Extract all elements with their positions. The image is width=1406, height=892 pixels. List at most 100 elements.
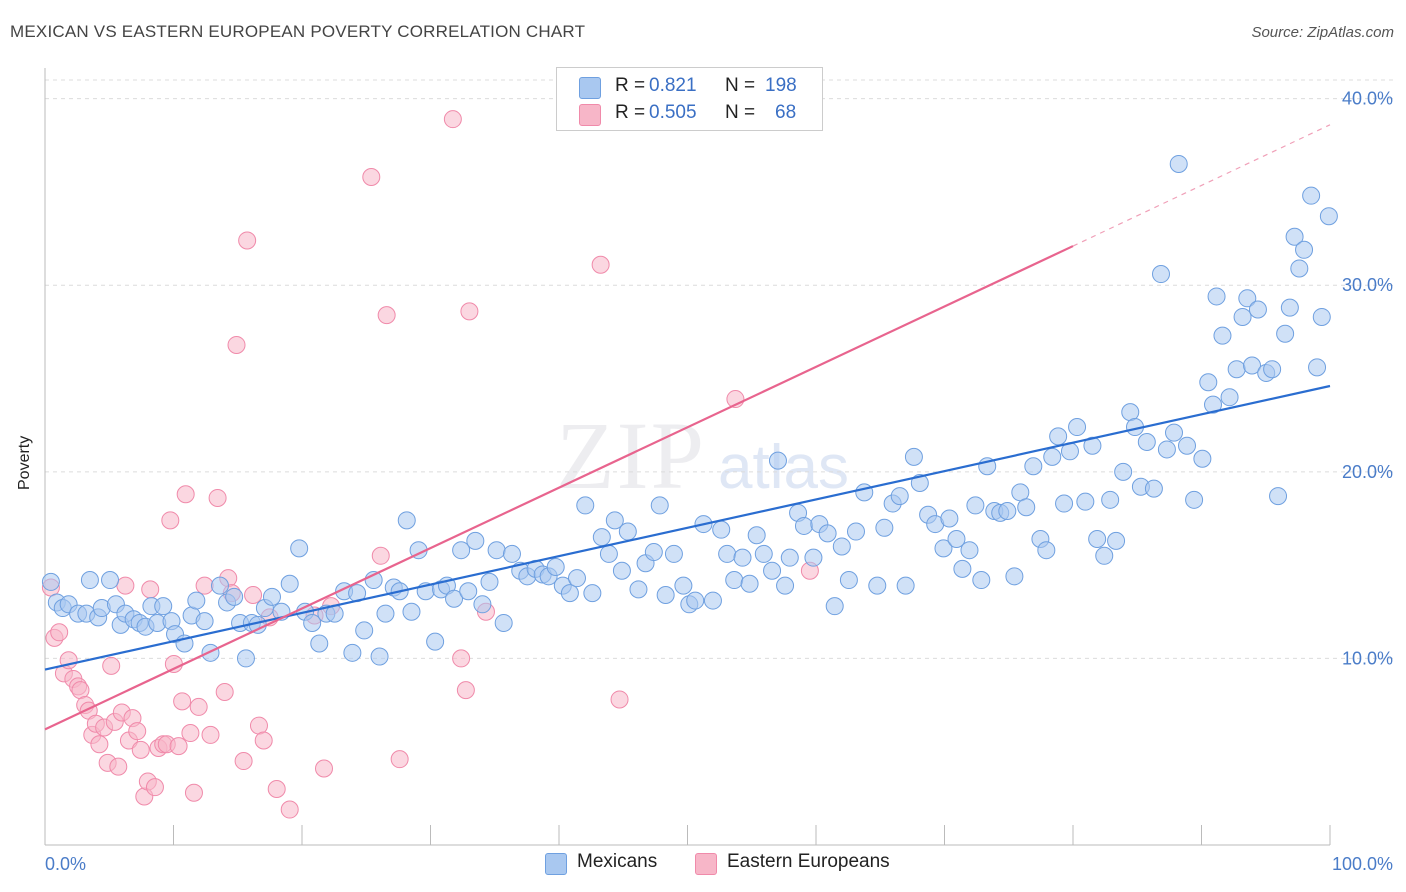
eastern-europeans-point	[141, 580, 160, 599]
mexicans-point	[290, 539, 309, 558]
r-label: R =	[615, 75, 646, 96]
mexicans-point	[1207, 287, 1226, 306]
mexicans-point	[1285, 227, 1304, 246]
mexicans-point	[599, 544, 618, 563]
tick-labels: 10.0% 20.0% 30.0% 40.0% 0.0% 100.0%	[45, 89, 1393, 874]
axes	[44, 68, 1331, 846]
legend-label: Mexicans	[577, 851, 658, 872]
eastern-europeans-point	[249, 716, 268, 735]
mexicans-point	[262, 587, 281, 606]
mexicans-point	[560, 584, 579, 603]
mexicans-point	[1213, 326, 1232, 345]
mexicans-point	[1017, 498, 1036, 517]
mexicans-point	[80, 571, 99, 590]
mexicans-point	[656, 585, 675, 604]
mexicans-point	[1024, 457, 1043, 476]
mexicans-trend-line	[44, 384, 1331, 671]
mexicans-point	[592, 528, 611, 547]
mexicans-point	[1193, 449, 1212, 468]
mexicans-point	[445, 589, 464, 608]
mexicans-point	[1037, 541, 1056, 560]
mexicans-point	[686, 591, 705, 610]
series-eastern-europeans	[41, 110, 819, 819]
mexicans-point	[998, 502, 1017, 521]
mexicans-point	[452, 541, 471, 560]
n-label: N =	[725, 75, 756, 96]
mexicans-point	[644, 543, 663, 562]
eastern-europeans-swatch	[695, 853, 717, 875]
eastern-europeans-point	[460, 302, 479, 321]
mexicans-point	[1169, 154, 1188, 173]
mexicans-point	[725, 571, 744, 590]
mexicans-point	[303, 613, 322, 632]
eastern-europeans-point	[109, 757, 128, 776]
mexicans-point	[1068, 418, 1087, 437]
mexicans-point	[1199, 373, 1218, 392]
mexicans-point	[664, 544, 683, 563]
mexicans-point	[1121, 403, 1140, 422]
y-axis-label: Poverty	[16, 435, 33, 490]
mexicans-point	[896, 576, 915, 595]
eastern-europeans-point	[71, 681, 90, 700]
mexicans-point	[1312, 307, 1331, 326]
mexicans-point	[839, 571, 858, 590]
mexicans-point	[1276, 324, 1295, 343]
mexicans-point	[1083, 436, 1102, 455]
eastern-europeans-point	[314, 759, 333, 778]
n-value: 68	[775, 102, 797, 123]
mexicans-point	[934, 539, 953, 558]
mexicans-point	[960, 541, 979, 560]
mexicans-point	[703, 591, 722, 610]
mexicans-point	[236, 649, 255, 668]
mexicans-swatch	[579, 77, 601, 99]
eastern-europeans-point	[227, 335, 246, 354]
mexicans-point	[195, 612, 214, 631]
eastern-europeans-trend-extension	[1072, 124, 1331, 247]
mexicans-point	[473, 595, 492, 614]
r-label: R =	[615, 102, 646, 123]
eastern-europeans-point	[173, 692, 192, 711]
mexicans-point	[953, 559, 972, 578]
mexicans-point	[846, 522, 865, 541]
eastern-europeans-point	[50, 623, 69, 642]
eastern-europeans-point	[164, 655, 183, 674]
mexicans-point	[1151, 265, 1170, 284]
source-attribution: Source: ZipAtlas.com	[1251, 24, 1394, 41]
mexicans-point	[875, 518, 894, 537]
mexicans-point	[890, 487, 909, 506]
eastern-europeans-point	[452, 649, 471, 668]
mexicans-point	[1295, 240, 1314, 259]
mexicans-point	[1290, 259, 1309, 278]
n-value: 198	[765, 75, 797, 96]
mexicans-point	[397, 511, 416, 530]
mexicans-point	[576, 496, 595, 515]
eastern-europeans-point	[195, 576, 214, 595]
stats-legend: R = 0.821 N = 198 R = 0.505 N = 68	[556, 67, 823, 131]
mexicans-point	[768, 451, 787, 470]
eastern-europeans-point	[181, 724, 200, 743]
mexicans-point	[1005, 567, 1024, 586]
mexicans-point	[1319, 207, 1338, 226]
eastern-europeans-point	[145, 778, 164, 797]
mexicans-point	[818, 524, 837, 543]
mexicans-point	[740, 574, 759, 593]
eastern-europeans-point	[215, 683, 234, 701]
mexicans-point	[910, 474, 929, 493]
mexicans-point	[376, 604, 395, 623]
mexicans-point	[868, 576, 887, 595]
eastern-europeans-point	[128, 722, 147, 741]
eastern-europeans-point	[201, 725, 220, 744]
mexicans-point	[567, 569, 586, 588]
eastern-europeans-point	[116, 576, 135, 595]
mexicans-point	[940, 509, 959, 528]
eastern-europeans-point	[234, 752, 253, 771]
mexicans-point	[101, 571, 120, 590]
mexicans-point	[280, 574, 299, 593]
series-mexicans	[41, 154, 1338, 668]
mexicans-point	[1248, 300, 1267, 319]
eastern-europeans-trend-line	[44, 245, 1074, 731]
mexicans-point	[747, 526, 766, 545]
mexicans-point	[1243, 356, 1262, 375]
mexicans-point	[310, 634, 329, 653]
mexicans-point	[966, 496, 985, 515]
